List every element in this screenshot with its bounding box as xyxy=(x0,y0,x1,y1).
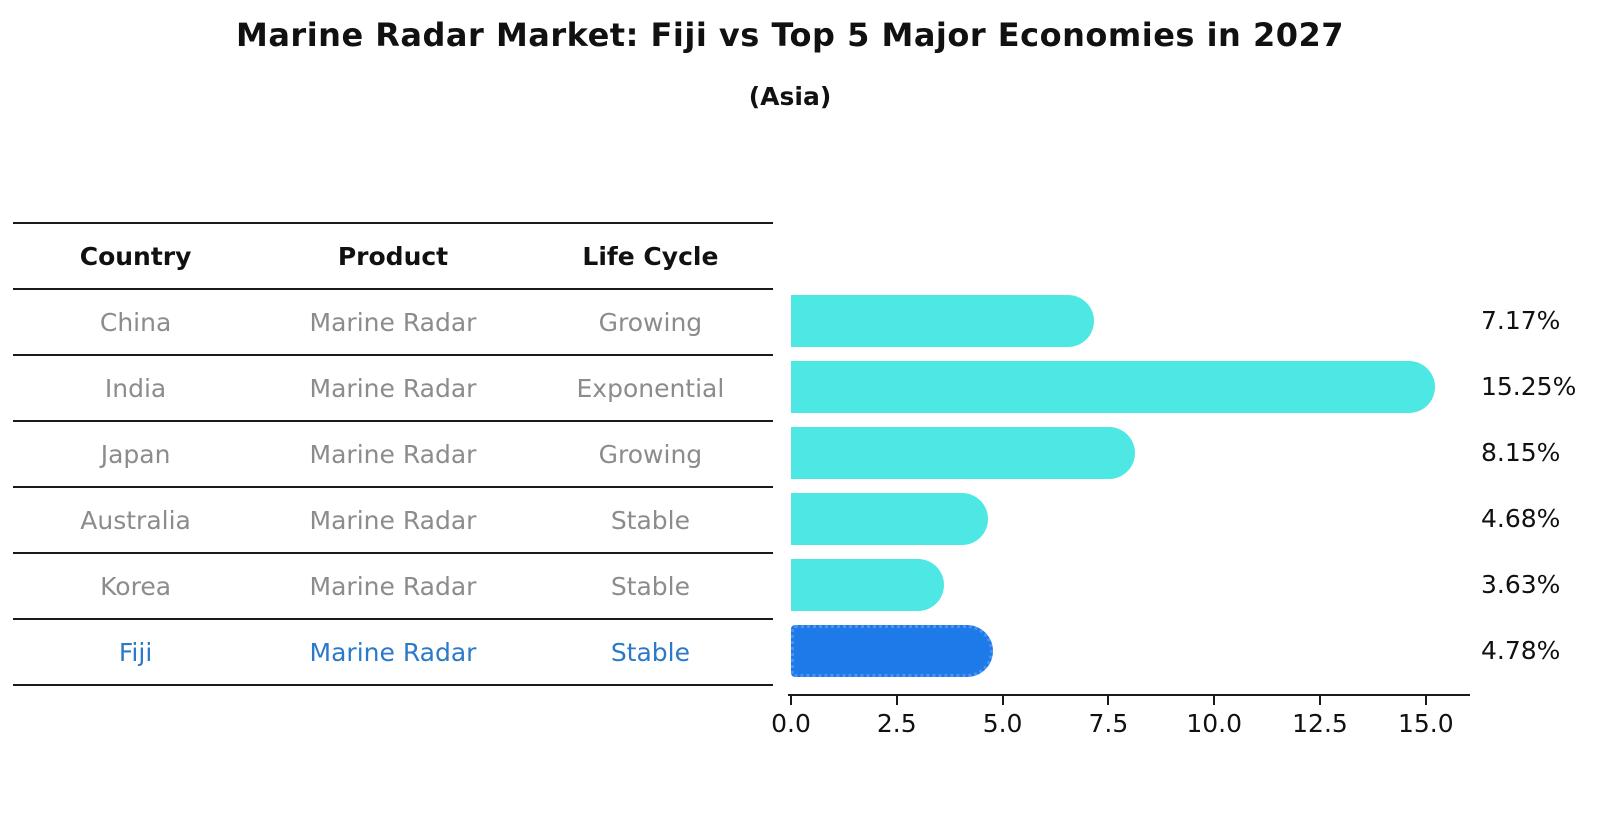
bar-australia xyxy=(791,493,988,545)
bar-japan xyxy=(791,427,1135,479)
cell-life-cycle: Growing xyxy=(598,439,703,469)
value-label-china: 7.17% xyxy=(1481,306,1561,335)
x-tick-label-10.0: 10.0 xyxy=(1186,709,1243,738)
table-row-india: India Marine Radar Exponential xyxy=(13,356,773,422)
value-label-japan: 8.15% xyxy=(1481,438,1561,467)
x-tick-label-15.0: 15.0 xyxy=(1397,709,1454,738)
cell-product: Marine Radar xyxy=(309,505,477,535)
x-tick-label-2.5: 2.5 xyxy=(876,709,917,738)
cell-product: Marine Radar xyxy=(309,307,477,337)
cell-life-cycle: Stable xyxy=(610,637,690,667)
table-row-australia: Australia Marine Radar Stable xyxy=(13,488,773,554)
chart-title: Marine Radar Market: Fiji vs Top 5 Major… xyxy=(235,16,1345,54)
cell-country: Fiji xyxy=(118,637,153,667)
x-tick-mark-12.5 xyxy=(1319,696,1321,705)
x-tick-mark-0.0 xyxy=(790,696,792,705)
x-axis-line xyxy=(788,694,1470,696)
cell-product: Marine Radar xyxy=(309,571,477,601)
table-header-row: Country Product Life Cycle xyxy=(13,224,773,290)
x-tick-mark-7.5 xyxy=(1107,696,1110,705)
x-tick-mark-15.0 xyxy=(1424,696,1427,705)
bar-india xyxy=(791,361,1435,413)
value-label-india: 15.25% xyxy=(1481,372,1577,401)
cell-life-cycle: Growing xyxy=(598,307,703,337)
x-tick-label-0.0: 0.0 xyxy=(771,709,811,738)
bar-korea xyxy=(791,559,944,611)
cell-product: Marine Radar xyxy=(309,637,477,667)
cell-life-cycle: Stable xyxy=(610,505,690,535)
value-label-korea: 3.63% xyxy=(1481,570,1561,599)
table-row-china: China Marine Radar Growing xyxy=(13,290,773,356)
x-tick-label-7.5: 7.5 xyxy=(1088,709,1129,738)
chart-header: Marine Radar Market: Fiji vs Top 5 Major… xyxy=(0,0,1580,111)
cell-country: Japan xyxy=(100,439,171,469)
cell-product: Marine Radar xyxy=(309,373,477,403)
x-tick-label-12.5: 12.5 xyxy=(1292,709,1348,738)
cell-country: China xyxy=(99,307,172,337)
cell-country: Australia xyxy=(80,505,191,535)
chart-subtitle: (Asia) xyxy=(748,82,832,111)
value-label-fiji: 4.78% xyxy=(1481,636,1561,665)
cell-life-cycle: Stable xyxy=(610,571,690,601)
cell-product: Marine Radar xyxy=(309,439,477,469)
column-header-product: Product xyxy=(337,241,449,271)
table-body: China Marine Radar Growing India Marine Rada… xyxy=(13,290,773,686)
x-tick-label-5.0: 5.0 xyxy=(982,709,1023,738)
cell-life-cycle: Exponential xyxy=(576,373,725,403)
value-label-australia: 4.68% xyxy=(1481,504,1561,533)
cell-country: India xyxy=(104,373,167,403)
column-header-life-cycle: Life Cycle xyxy=(582,241,719,271)
x-tick-mark-5.0 xyxy=(1001,696,1004,705)
x-tick-mark-2.5 xyxy=(895,696,898,705)
summary-table: Country Product Life Cycle China Marine R… xyxy=(13,222,773,686)
table-row-japan: Japan Marine Radar Growing xyxy=(13,422,773,488)
table-row-korea: Korea Marine Radar Stable xyxy=(13,554,773,620)
table-row-fiji: Fiji Marine Radar Stable xyxy=(13,620,773,686)
x-tick-mark-10.0 xyxy=(1213,696,1216,705)
column-header-country: Country xyxy=(79,241,192,271)
bar-china xyxy=(791,295,1094,347)
cell-country: Korea xyxy=(100,571,172,601)
bar-fiji xyxy=(791,625,993,677)
